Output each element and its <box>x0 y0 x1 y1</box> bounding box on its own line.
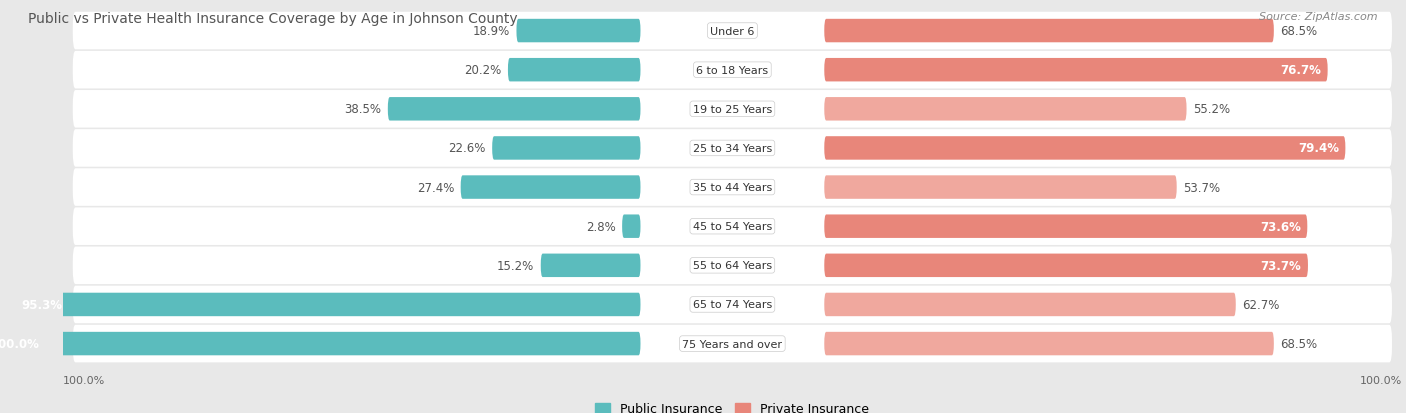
Text: 100.0%: 100.0% <box>0 337 39 350</box>
FancyBboxPatch shape <box>73 208 1392 245</box>
Text: 76.7%: 76.7% <box>1281 64 1322 77</box>
Text: 73.6%: 73.6% <box>1260 220 1301 233</box>
Text: 25 to 34 Years: 25 to 34 Years <box>693 144 772 154</box>
FancyBboxPatch shape <box>73 169 1392 206</box>
FancyBboxPatch shape <box>73 91 1392 128</box>
Text: 38.5%: 38.5% <box>344 103 381 116</box>
Text: 100.0%: 100.0% <box>1360 375 1402 385</box>
Text: 27.4%: 27.4% <box>416 181 454 194</box>
Text: 95.3%: 95.3% <box>21 298 63 311</box>
Text: 65 to 74 Years: 65 to 74 Years <box>693 300 772 310</box>
FancyBboxPatch shape <box>824 20 1274 43</box>
FancyBboxPatch shape <box>824 137 1346 160</box>
Text: Source: ZipAtlas.com: Source: ZipAtlas.com <box>1260 12 1378 22</box>
FancyBboxPatch shape <box>492 137 641 160</box>
Text: 2.8%: 2.8% <box>586 220 616 233</box>
Text: 68.5%: 68.5% <box>1281 337 1317 350</box>
Text: 22.6%: 22.6% <box>449 142 485 155</box>
FancyBboxPatch shape <box>15 293 641 316</box>
Text: 100.0%: 100.0% <box>63 375 105 385</box>
FancyBboxPatch shape <box>73 247 1392 285</box>
FancyBboxPatch shape <box>73 286 1392 323</box>
FancyBboxPatch shape <box>824 59 1327 82</box>
Text: 18.9%: 18.9% <box>472 25 510 38</box>
Text: 55 to 64 Years: 55 to 64 Years <box>693 261 772 271</box>
Text: 6 to 18 Years: 6 to 18 Years <box>696 66 769 76</box>
FancyBboxPatch shape <box>0 332 641 356</box>
FancyBboxPatch shape <box>824 293 1236 316</box>
FancyBboxPatch shape <box>516 20 641 43</box>
FancyBboxPatch shape <box>73 325 1392 363</box>
Text: 79.4%: 79.4% <box>1298 142 1339 155</box>
FancyBboxPatch shape <box>824 98 1187 121</box>
Text: 53.7%: 53.7% <box>1184 181 1220 194</box>
FancyBboxPatch shape <box>824 215 1308 238</box>
Text: Public vs Private Health Insurance Coverage by Age in Johnson County: Public vs Private Health Insurance Cover… <box>28 12 517 26</box>
FancyBboxPatch shape <box>73 130 1392 167</box>
FancyBboxPatch shape <box>73 13 1392 50</box>
FancyBboxPatch shape <box>508 59 641 82</box>
FancyBboxPatch shape <box>824 176 1177 199</box>
FancyBboxPatch shape <box>541 254 641 278</box>
Text: 73.7%: 73.7% <box>1261 259 1302 272</box>
Text: 35 to 44 Years: 35 to 44 Years <box>693 183 772 192</box>
FancyBboxPatch shape <box>73 52 1392 89</box>
Text: 68.5%: 68.5% <box>1281 25 1317 38</box>
Text: 75 Years and over: 75 Years and over <box>682 339 782 349</box>
Text: 15.2%: 15.2% <box>496 259 534 272</box>
FancyBboxPatch shape <box>621 215 641 238</box>
Text: 45 to 54 Years: 45 to 54 Years <box>693 222 772 232</box>
Text: 55.2%: 55.2% <box>1194 103 1230 116</box>
Text: 19 to 25 Years: 19 to 25 Years <box>693 104 772 114</box>
Text: 20.2%: 20.2% <box>464 64 502 77</box>
FancyBboxPatch shape <box>388 98 641 121</box>
FancyBboxPatch shape <box>824 332 1274 356</box>
FancyBboxPatch shape <box>824 254 1308 278</box>
Legend: Public Insurance, Private Insurance: Public Insurance, Private Insurance <box>595 402 869 413</box>
Text: 62.7%: 62.7% <box>1243 298 1279 311</box>
Text: Under 6: Under 6 <box>710 26 755 36</box>
FancyBboxPatch shape <box>461 176 641 199</box>
